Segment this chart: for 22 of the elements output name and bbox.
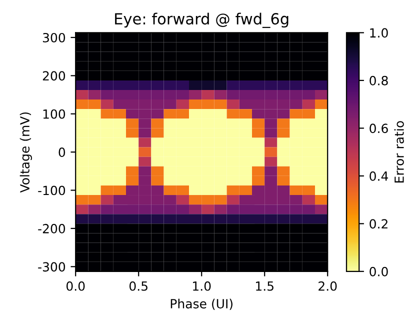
y-axis-title: Voltage (mV) — [20, 112, 32, 193]
color-bar-title: Error ratio — [394, 121, 404, 182]
y-tick-label: 100 — [43, 109, 66, 119]
x-axis-title: Phase (UI) — [170, 298, 232, 310]
color-bar-label: 0.4 — [370, 171, 388, 181]
y-tick-label: -200 — [38, 224, 66, 234]
x-tick-label: 0.5 — [129, 281, 148, 291]
y-tick-label: 0 — [58, 148, 66, 157]
color-bar-label: 0.8 — [370, 76, 388, 86]
x-tick-label: 1.0 — [193, 281, 211, 291]
color-bar-label: 1.0 — [370, 28, 388, 38]
x-tick-label: 2.0 — [318, 281, 337, 291]
y-tick-label: -100 — [38, 186, 66, 196]
chart-title: Eye: forward @ fwd_6g — [115, 12, 288, 28]
color-bar-label: 0.2 — [370, 219, 388, 229]
y-tick-label: -300 — [38, 262, 66, 272]
x-tick-label: 1.5 — [256, 282, 274, 291]
y-tick-label: 200 — [42, 71, 66, 81]
color-bar-label: 0.0 — [370, 266, 388, 276]
y-tick-label: 300 — [42, 32, 66, 42]
x-tick-label: 0.0 — [66, 281, 85, 291]
color-bar-label: 0.6 — [370, 124, 388, 134]
